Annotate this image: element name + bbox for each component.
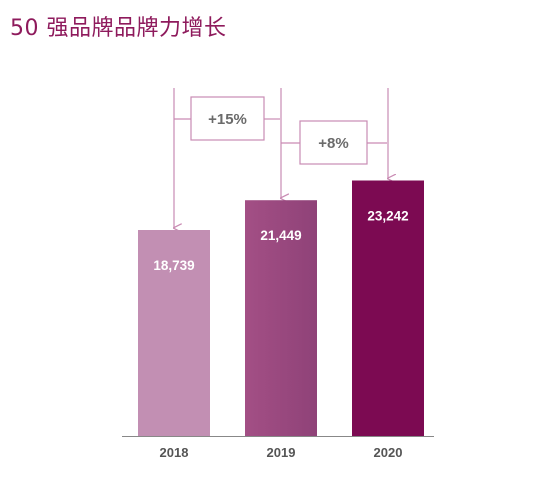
growth-box-2 [299,120,368,165]
growth-label-1: +15% [208,111,247,128]
bars: 18,739 21,449 23,242 [138,180,424,436]
bar-2018 [138,230,210,436]
data-label-2019: 21,449 [260,228,301,243]
bar-2020 [352,180,424,436]
growth-box-1 [190,96,265,141]
bar-2019 [245,200,317,436]
chart-title: 50 强品牌品牌力增长 [10,16,227,41]
data-label-2020: 23,242 [367,208,408,223]
data-label-2018: 18,739 [153,258,194,273]
tick-label-2018: 2018 [160,445,189,460]
growth-label-2: +8% [318,135,348,152]
x-axis-ticks: 2018 2019 2020 [160,445,403,460]
tick-label-2019: 2019 [267,445,296,460]
growth-annotations: +15% +8% [174,88,388,228]
tick-label-2020: 2020 [374,445,403,460]
